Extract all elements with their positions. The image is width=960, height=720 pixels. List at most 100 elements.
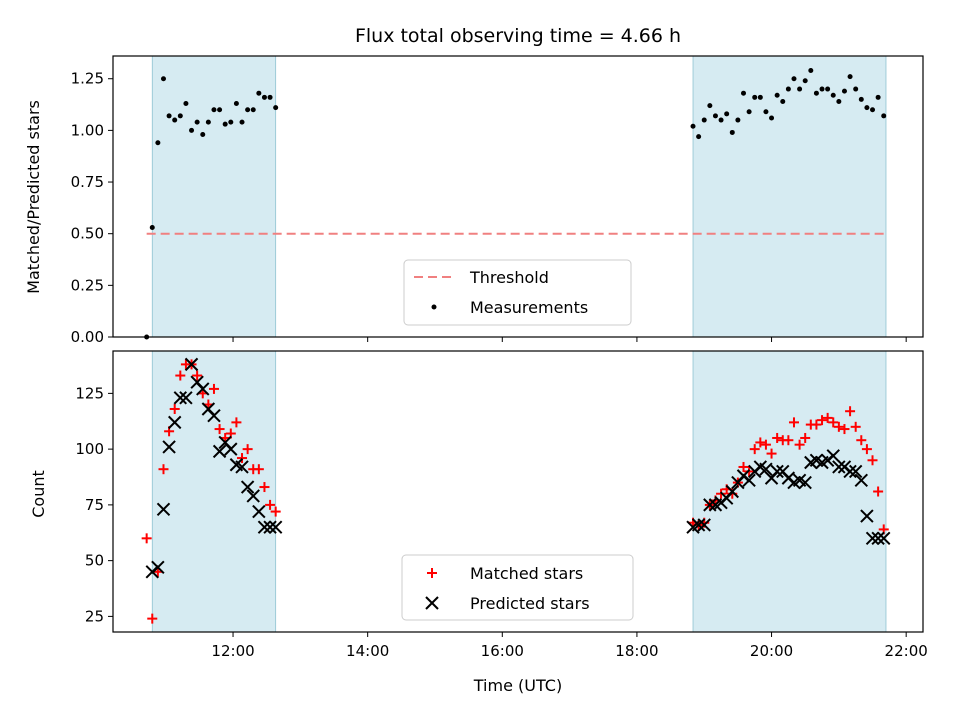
x-axis-title: Time (UTC) [473, 676, 562, 695]
matched-star-marker [783, 435, 794, 446]
top-y-tick-label: 0.00 [71, 328, 104, 346]
top-series [144, 67, 887, 340]
matched-star-marker [800, 432, 811, 443]
top-x-ticks [232, 337, 907, 342]
matched-star-marker [208, 383, 219, 394]
matched-star-marker [873, 486, 884, 497]
bottom-legend-box [401, 554, 634, 621]
top-y-tick-label: 1.00 [71, 121, 104, 139]
matched-star-marker [237, 453, 248, 464]
predicted-star-marker [235, 460, 249, 474]
predicted-star-marker [854, 473, 869, 488]
measurement-point [245, 107, 251, 113]
predicted-star-marker [759, 462, 773, 476]
top-y-tick-label: 1.25 [71, 70, 104, 88]
top-shaded-intervals [151, 55, 887, 338]
measurement-point [724, 111, 730, 117]
measurement-point [858, 96, 864, 102]
legend-measurements-label: Measurements [470, 298, 588, 317]
bottom-y-tick-label: 100 [75, 440, 104, 458]
matched-star-marker [794, 439, 805, 450]
predicted-star-marker [865, 531, 880, 546]
predicted-star-marker [151, 560, 165, 575]
x-tick-label: 14:00 [346, 642, 389, 660]
measurement-point [774, 92, 780, 98]
matched-star-marker [259, 482, 270, 493]
predicted-star-marker [257, 520, 272, 534]
matched-star-marker [760, 439, 771, 450]
predicted-star-marker [826, 449, 840, 463]
measurement-point [707, 103, 713, 109]
matched-star-marker [147, 613, 158, 624]
predicted-star-marker [871, 531, 885, 546]
matched-star-marker [749, 444, 760, 455]
predicted-star-marker [697, 518, 711, 532]
matched-star-marker [772, 432, 783, 443]
matched-star-marker [192, 370, 203, 381]
top-y-tick-label: 0.50 [71, 225, 104, 243]
measurement-point [166, 113, 172, 119]
bottom-panel: 25 50 75 100 125 12:00 14:00 16:00 18:00 20:00 22… [29, 350, 928, 695]
top-shaded-interval [151, 55, 277, 338]
matched-star-marker [817, 415, 828, 426]
measurement-point [780, 98, 786, 104]
predicted-star-marker [246, 489, 260, 503]
top-y-ticks: 0.00 0.25 0.50 0.75 1.00 1.25 [71, 70, 113, 346]
legend-threshold-label: Threshold [469, 268, 549, 287]
matched-star-marker [253, 464, 264, 475]
legend-measurements-swatch [431, 304, 437, 310]
measurement-point [853, 86, 859, 92]
predicted-star-marker [196, 382, 210, 396]
legend-predicted-swatch [425, 596, 439, 610]
bottom-y-axis-title: Count [29, 470, 48, 518]
matched-star-marker [755, 437, 766, 448]
measurement-point [740, 90, 746, 96]
measurement-point [864, 105, 870, 111]
predicted-star-marker [179, 391, 193, 405]
measurement-point [830, 92, 836, 98]
predicted-star-marker [173, 391, 188, 405]
measurement-point [256, 90, 262, 96]
measurement-point [881, 113, 887, 119]
predicted-star-marker [212, 444, 227, 459]
measurement-point [763, 109, 769, 115]
predicted-star-marker [263, 520, 277, 534]
top-legend-box [403, 259, 632, 326]
measurement-point [239, 119, 245, 125]
matched-star-marker [839, 424, 850, 435]
matched-star-marker [175, 370, 186, 381]
measurement-point [825, 86, 831, 92]
predicted-star-marker [184, 357, 199, 372]
matched-star-marker [141, 533, 152, 544]
measurement-point [712, 113, 718, 119]
measurement-point [870, 107, 876, 113]
matched-star-marker [850, 421, 861, 432]
measurement-point [836, 98, 842, 104]
measurement-point [718, 117, 724, 123]
bottom-y-tick-label: 75 [85, 496, 104, 514]
top-y-axis-title: Matched/Predicted stars [24, 100, 43, 294]
measurement-point [217, 107, 223, 113]
measurement-point [841, 88, 847, 94]
measurement-point [813, 90, 819, 96]
predicted-star-marker [162, 440, 176, 454]
measurement-point [752, 94, 758, 100]
predicted-star-marker [224, 442, 238, 456]
predicted-star-marker [725, 484, 739, 499]
top-axes-frame [112, 55, 924, 338]
matched-star-marker [822, 412, 833, 423]
bottom-y-tick-label: 25 [85, 607, 104, 625]
matched-star-marker [158, 464, 169, 475]
matched-star-marker [766, 448, 777, 459]
predicted-star-marker [798, 475, 812, 490]
matched-star-marker [845, 406, 856, 417]
x-tick-label: 20:00 [750, 642, 793, 660]
predicted-star-marker [156, 502, 171, 517]
measurement-point [802, 78, 808, 84]
x-tick-label: 12:00 [211, 642, 254, 660]
measurement-point [729, 129, 735, 135]
measurement-point [172, 117, 178, 123]
measurement-point [222, 121, 228, 127]
matched-star-marker [214, 424, 225, 435]
legend-matched-label: Matched stars [470, 564, 583, 583]
